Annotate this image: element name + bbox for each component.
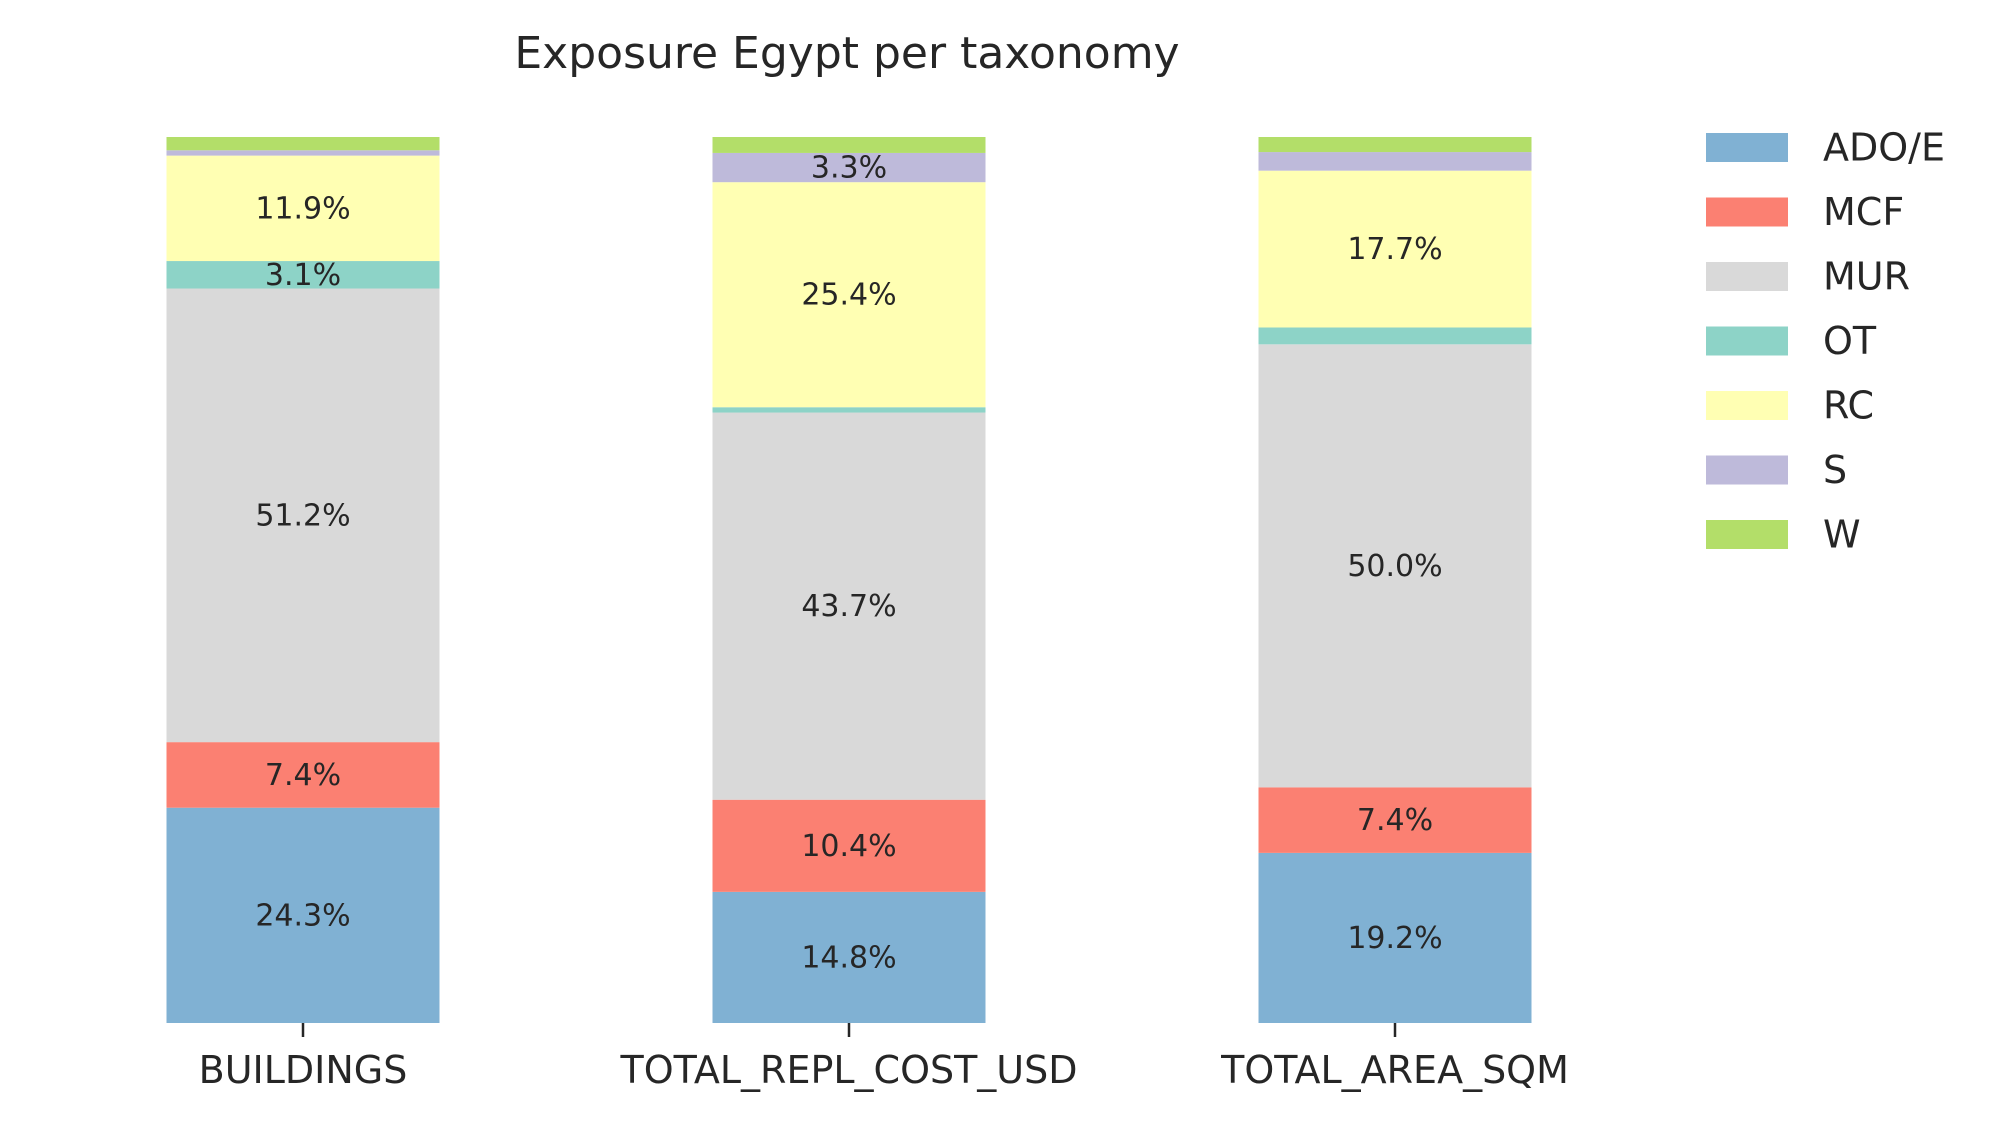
legend-label-rc: RC xyxy=(1823,384,1874,428)
legend-swatch-rc xyxy=(1706,391,1788,420)
bar-segment-total-repl-cost-usd-w xyxy=(712,137,986,153)
data-label-buildings-mur: 51.2% xyxy=(255,498,350,533)
bar-segment-total-area-sqm-w xyxy=(1258,137,1532,153)
bar-segment-total-area-sqm-ado-e xyxy=(1258,852,1532,1023)
x-tick-label-total-area-sqm: TOTAL_AREA_SQM xyxy=(1220,1048,1569,1092)
data-label-total-area-sqm-ado-e: 19.2% xyxy=(1347,921,1442,956)
data-label-buildings-ado-e: 24.3% xyxy=(255,898,350,933)
bars-group: 24.3% 7.4% 51.2% 3.1% 11.9% 14.8% 10.4% 43.7% 25… xyxy=(166,137,1532,1023)
x-tick-label-total-repl-cost-usd: TOTAL_REPL_COST_USD xyxy=(619,1048,1077,1092)
data-label-buildings-rc: 11.9% xyxy=(255,191,350,226)
bar-segment-buildings-w xyxy=(166,137,440,151)
bar-segment-total-area-sqm-rc xyxy=(1258,170,1532,328)
data-label-buildings-mcf: 7.4% xyxy=(265,758,341,793)
legend-label-mcf: MCF xyxy=(1823,190,1904,234)
bar-segment-buildings-rc xyxy=(166,155,440,262)
legend-label-mur: MUR xyxy=(1823,255,1910,299)
data-label-total-repl-cost-usd-mur: 43.7% xyxy=(801,589,896,624)
bar-segment-buildings-s xyxy=(166,150,440,156)
bar-segment-total-area-sqm-mcf xyxy=(1258,787,1532,853)
legend-label-ot: OT xyxy=(1823,319,1877,363)
bar-segment-total-area-sqm-mur xyxy=(1258,344,1532,788)
bar-segment-buildings-mur xyxy=(166,288,440,743)
bar-segment-buildings-ot xyxy=(166,261,440,289)
bar-segment-buildings-ado-e xyxy=(166,807,440,1023)
bar-segment-buildings-mcf xyxy=(166,742,440,808)
data-label-buildings-ot: 3.1% xyxy=(265,258,341,293)
legend-label-w: W xyxy=(1823,513,1861,557)
data-label-total-repl-cost-usd-ado-e: 14.8% xyxy=(801,940,896,975)
data-label-total-area-sqm-rc: 17.7% xyxy=(1347,232,1442,267)
data-label-total-repl-cost-usd-rc: 25.4% xyxy=(801,278,896,313)
bar-segment-total-repl-cost-usd-mur xyxy=(712,412,986,800)
legend-swatch-ado-e xyxy=(1706,133,1788,162)
data-label-total-repl-cost-usd-mcf: 10.4% xyxy=(801,829,896,864)
legend-swatch-w xyxy=(1706,520,1788,549)
legend-label-s: S xyxy=(1823,448,1847,492)
bar-segment-total-repl-cost-usd-rc xyxy=(712,182,986,408)
bar-segment-total-repl-cost-usd-ado-e xyxy=(712,891,986,1023)
legend: ADO/E MCF MUR OT RC SW xyxy=(1706,126,1945,557)
bar-segment-total-area-sqm-ot xyxy=(1258,327,1532,345)
data-label-total-area-sqm-mur: 50.0% xyxy=(1347,549,1442,584)
x-axis: BUILDINGS TOTAL_REPL_COST_USD TOTAL_AREA_S… xyxy=(199,1023,1569,1092)
bar-segment-total-repl-cost-usd-mcf xyxy=(712,799,986,892)
legend-swatch-s xyxy=(1706,455,1788,485)
legend-swatch-ot xyxy=(1706,326,1788,356)
legend-swatch-mcf xyxy=(1706,197,1788,227)
data-label-total-repl-cost-usd-s: 3.3% xyxy=(811,151,887,186)
x-tick-label-buildings: BUILDINGS xyxy=(199,1048,408,1092)
legend-label-ado-e: ADO/E xyxy=(1823,126,1945,170)
data-label-total-area-sqm-mcf: 7.4% xyxy=(1357,803,1433,838)
chart-title: Exposure Egypt per taxonomy xyxy=(514,28,1179,79)
bar-segment-total-repl-cost-usd-ot xyxy=(712,407,986,413)
bar-segment-total-repl-cost-usd-s xyxy=(712,152,986,183)
legend-swatch-mur xyxy=(1706,262,1788,291)
bar-segment-total-area-sqm-s xyxy=(1258,152,1532,171)
